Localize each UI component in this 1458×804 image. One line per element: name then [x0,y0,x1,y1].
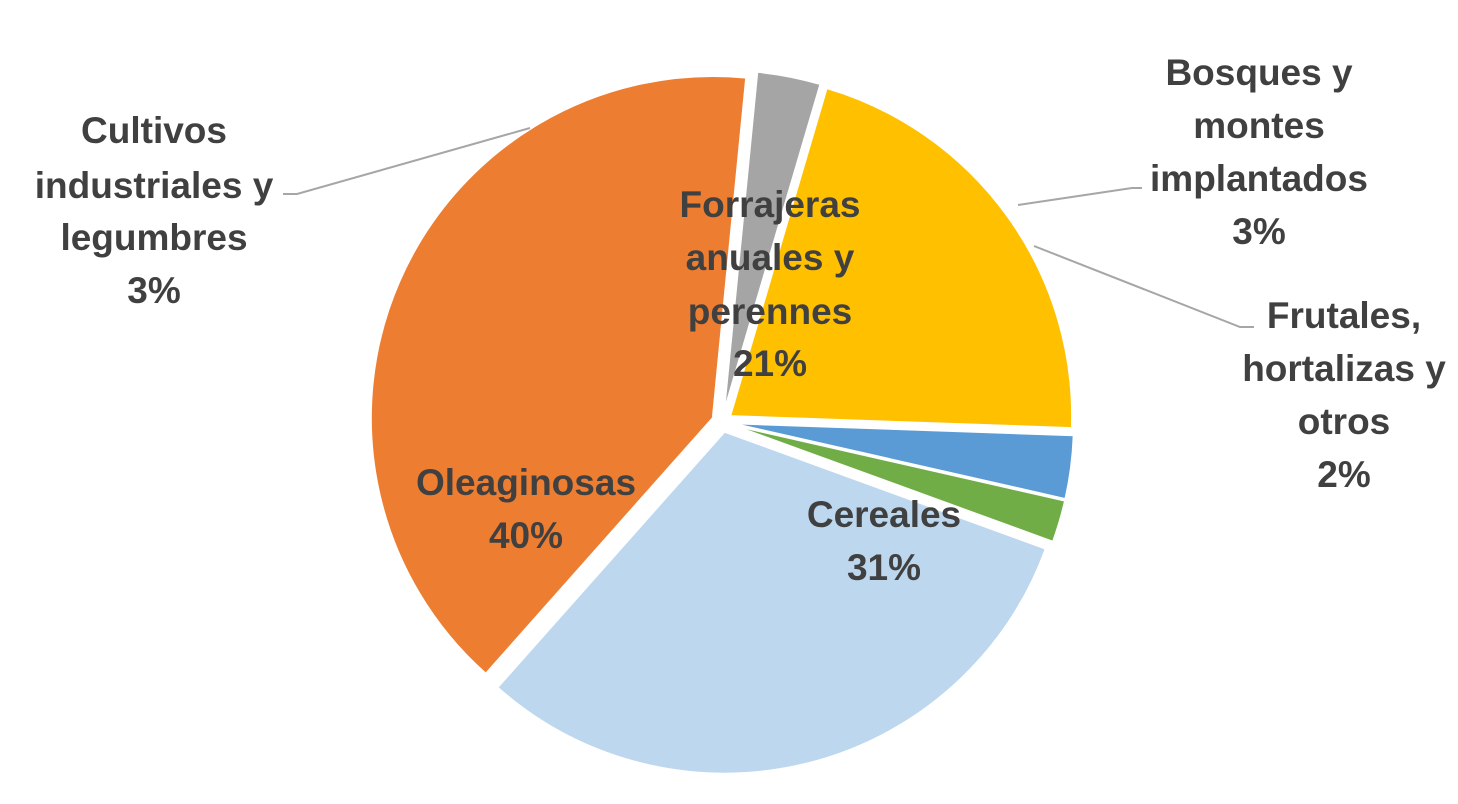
label-bosques: Bosques y montes implantados 3% [1150,52,1368,252]
label-frutales: Frutales, hortalizas y otros 2% [1242,295,1446,495]
label-forrajeras-line-2: anuales y [686,237,855,278]
pie-slice-forrajeras [728,86,1074,430]
label-cereales-line-1: Cereales [807,494,961,535]
label-frutales-line-4: 2% [1317,454,1370,495]
label-frutales-line-3: otros [1298,401,1391,442]
label-forrajeras-line-3: perennes [688,291,853,332]
label-bosques-line-3: implantados [1150,158,1368,199]
label-bosques-line-2: montes [1193,105,1325,146]
label-cultivos: Cultivos industriales y legumbres 3% [35,110,274,311]
label-frutales-line-2: hortalizas y [1242,348,1446,389]
label-forrajeras-line-1: Forrajeras [680,184,861,225]
leader-line-frutales [1033,245,1254,328]
label-cultivos-line-4: 3% [127,270,180,311]
pie-slice-oleaginosas [369,75,748,676]
pie-slice-frutales [731,423,1067,544]
pie-slices [369,70,1075,775]
label-cultivos-line-2: industriales y [35,165,274,206]
label-cultivos-line-3: legumbres [60,217,247,258]
leader-line-cultivos [283,127,531,195]
label-cultivos-line-1: Cultivos [81,110,227,151]
pie-slice-cultivos [722,70,822,413]
leader-lines [283,127,1254,328]
label-oleaginosas-line-2: 40% [489,515,563,556]
label-bosques-line-1: Bosques y [1165,52,1353,93]
label-cereales: Cereales 31% [807,494,961,588]
pie-slice-bosques [731,422,1075,501]
label-oleaginosas: Oleaginosas 40% [416,462,636,556]
pie-slice-cereales [495,430,1048,775]
label-cereales-line-2: 31% [847,547,921,588]
label-frutales-line-1: Frutales, [1267,295,1421,336]
label-bosques-line-4: 3% [1232,211,1285,252]
label-oleaginosas-line-1: Oleaginosas [416,462,636,503]
label-forrajeras-line-4: 21% [733,343,807,384]
label-forrajeras: Forrajeras anuales y perennes 21% [680,184,861,384]
leader-line-bosques [1017,187,1142,206]
